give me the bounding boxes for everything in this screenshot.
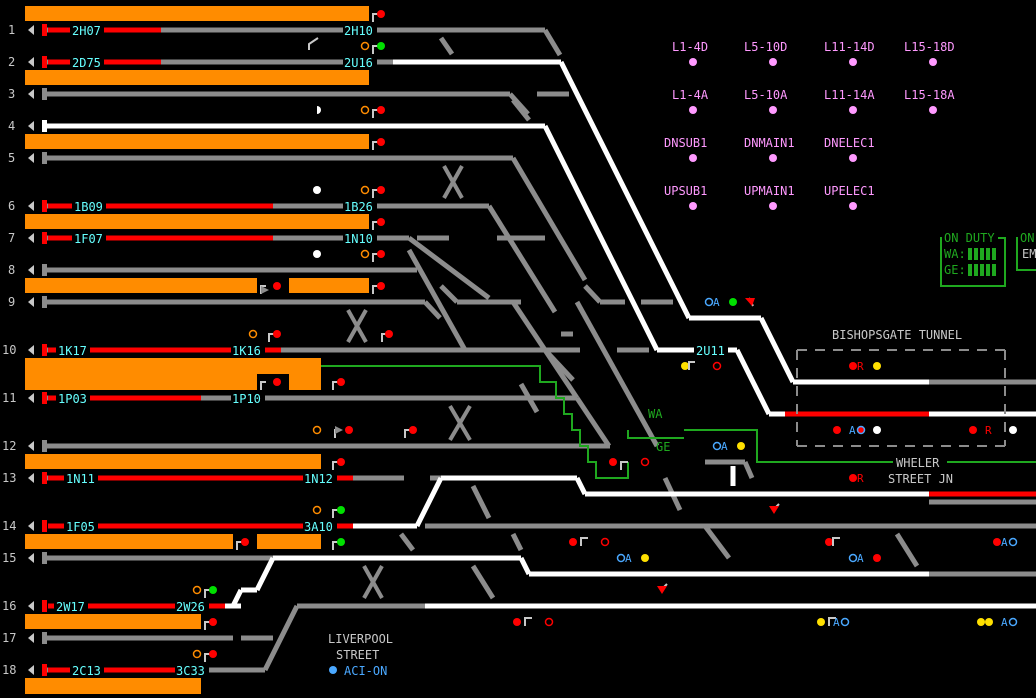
buffer-stops — [28, 24, 47, 676]
headcode-r18-left[interactable]: 2C13 — [72, 664, 101, 678]
platform-6-7 — [25, 214, 369, 229]
row-number-10: 10 — [2, 343, 16, 357]
headcode-r1-right[interactable]: 2H10 — [344, 24, 373, 38]
on-duty-panel: ON DUTY WA: GE: ON EM — [940, 231, 1036, 287]
headcode-r18-right[interactable]: 3C33 — [176, 664, 205, 678]
route-marker-r: R — [857, 472, 864, 485]
wheeler-label-1: WHELER — [896, 456, 940, 470]
platform-16-17 — [25, 614, 201, 629]
route-l5-10a[interactable]: L5-10A — [744, 88, 788, 102]
signals — [192, 10, 1018, 662]
row-number-11: 11 — [2, 391, 16, 405]
route-marker-a: A — [1001, 616, 1008, 629]
route-marker-a: A — [713, 296, 720, 309]
headcode-r11-right[interactable]: 1P10 — [232, 392, 261, 406]
tunnel-label: BISHOPSGATE TUNNEL — [832, 328, 962, 342]
row-number-9: 9 — [8, 295, 15, 309]
headcode-r13-right[interactable]: 1N12 — [304, 472, 333, 486]
route-marker-a: A — [721, 440, 728, 453]
route-dnmain1[interactable]: DNMAIN1 — [744, 136, 795, 150]
platform-2-3 — [25, 70, 369, 85]
ge-label: GE — [656, 440, 670, 454]
platform-8-9-a — [25, 278, 257, 293]
headcode-r13-left[interactable]: 1N11 — [66, 472, 95, 486]
route-l5-10d[interactable]: L5-10D — [744, 40, 787, 54]
station-label-1: LIVERPOOL — [328, 632, 393, 646]
platform-12-13 — [25, 454, 321, 469]
headcode-r2-right[interactable]: 2U16 — [344, 56, 373, 70]
headcode-mid[interactable]: 2U11 — [696, 344, 725, 358]
aci-on-button[interactable]: ACI-ON — [344, 664, 387, 678]
crossings — [346, 165, 472, 599]
row-number-3: 3 — [8, 87, 15, 101]
headcode-r11-left[interactable]: 1P03 — [58, 392, 87, 406]
on-duty-title: ON DUTY — [944, 231, 995, 245]
row-number-5: 5 — [8, 151, 15, 165]
route-marker-a: A — [833, 616, 840, 629]
route-dnsub1[interactable]: DNSUB1 — [664, 136, 707, 150]
row-number-1: 1 — [8, 23, 15, 37]
wheeler-label-2: STREET JN — [888, 472, 953, 486]
route-marker-r: R — [857, 360, 864, 373]
headcode-r16-left[interactable]: 2W17 — [56, 600, 85, 614]
headcode-r16-right[interactable]: 2W26 — [176, 600, 205, 614]
route-l15-18a[interactable]: L15-18A — [904, 88, 955, 102]
platform-14-15-a — [25, 534, 233, 549]
on-duty-2-row: EM — [1022, 247, 1036, 261]
on-duty-wa: WA: — [944, 247, 966, 261]
route-buttons: L1-4D L5-10D L11-14D L15-18D L1-4A L5-10… — [664, 40, 955, 198]
route-button-dots — [689, 58, 937, 210]
platform-14-15-b — [257, 534, 321, 549]
row-number-2: 2 — [8, 55, 15, 69]
row-number-4: 4 — [8, 119, 15, 133]
route-dnelec1[interactable]: DNELEC1 — [824, 136, 875, 150]
headcode-r7-left[interactable]: 1F07 — [74, 232, 103, 246]
wa-label: WA — [648, 407, 663, 421]
route-marker-a: A — [849, 424, 856, 437]
row-number-6: 6 — [8, 199, 15, 213]
station-label-2: STREET — [336, 648, 379, 662]
route-l1-4d[interactable]: L1-4D — [672, 40, 708, 54]
row-number-8: 8 — [8, 263, 15, 277]
route-l1-4a[interactable]: L1-4A — [672, 88, 709, 102]
platform-1 — [25, 6, 369, 21]
route-upelec1[interactable]: UPELEC1 — [824, 184, 875, 198]
on-duty-ge: GE: — [944, 263, 966, 277]
route-l11-14d[interactable]: L11-14D — [824, 40, 875, 54]
route-marker-a: A — [1001, 536, 1008, 549]
headcode-r14-right[interactable]: 3A10 — [304, 520, 333, 534]
row-number-12: 12 — [2, 439, 16, 453]
row-number-17: 17 — [2, 631, 16, 645]
platform-8-9-b — [289, 278, 369, 293]
tunnel-frame — [796, 349, 1006, 447]
row-number-18: 18 — [2, 663, 16, 677]
headcode-r6-right[interactable]: 1B26 — [344, 200, 373, 214]
route-marker-a: A — [857, 552, 864, 565]
on-duty-2-title: ON — [1020, 231, 1034, 245]
headcode-r6-left[interactable]: 1B09 — [74, 200, 103, 214]
route-upsub1[interactable]: UPSUB1 — [664, 184, 707, 198]
tracks-white — [42, 59, 1036, 609]
route-l11-14a[interactable]: L11-14A — [824, 88, 875, 102]
platform-4-5 — [25, 134, 369, 149]
row-number-13: 13 — [2, 471, 16, 485]
row-number-14: 14 — [2, 519, 16, 533]
headcode-r7-right[interactable]: 1N10 — [344, 232, 373, 246]
row-number-7: 7 — [8, 231, 15, 245]
headcode-r1-left[interactable]: 2H07 — [72, 24, 101, 38]
headcode-r10-left[interactable]: 1K17 — [58, 344, 87, 358]
row-number-15: 15 — [2, 551, 16, 565]
platform-18 — [25, 678, 201, 694]
headcode-r14-left[interactable]: 1F05 — [66, 520, 95, 534]
headcode-r10-right[interactable]: 1K16 — [232, 344, 261, 358]
headcode-r2-left[interactable]: 2D75 — [72, 56, 101, 70]
aci-indicator — [329, 666, 337, 674]
route-upmain1[interactable]: UPMAIN1 — [744, 184, 795, 198]
route-marker-r: R — [985, 424, 992, 437]
route-marker-a: A — [625, 552, 632, 565]
row-number-16: 16 — [2, 599, 16, 613]
route-l15-18d[interactable]: L15-18D — [904, 40, 955, 54]
